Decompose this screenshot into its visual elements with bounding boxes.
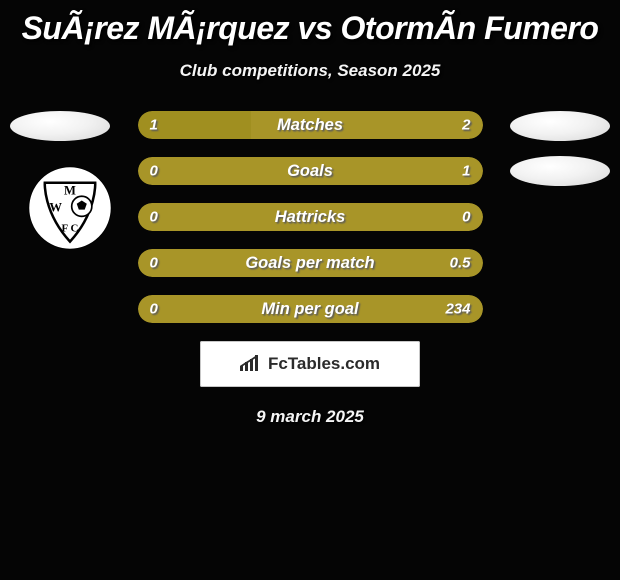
bar-chart-icon (240, 355, 262, 373)
brand-banner[interactable]: FcTables.com (200, 341, 420, 387)
badge-letter-top: M (64, 184, 76, 198)
stat-label: Min per goal (261, 300, 358, 319)
page-subtitle: Club competitions, Season 2025 (0, 61, 620, 81)
stat-value-left: 0 (150, 209, 158, 226)
stat-row: 1 Matches 2 (138, 111, 483, 139)
stat-label: Matches (277, 116, 343, 135)
badge-letters-bottom: F C (62, 223, 79, 235)
comparison-stage: M W F C 1 Matches 2 0 Goals 1 0 Hattricks 0 0 Goal… (0, 111, 620, 427)
shield-icon: M W F C (28, 166, 112, 250)
stat-row: 0 Goals per match 0.5 (138, 249, 483, 277)
stat-rows: 1 Matches 2 0 Goals 1 0 Hattricks 0 0 Goals per ma… (138, 111, 483, 323)
stat-label: Goals (287, 162, 333, 181)
stat-row: 0 Goals 1 (138, 157, 483, 185)
page-title: SuÃ¡rez MÃ¡rquez vs OtormÃ­n Fumero (0, 0, 620, 47)
player-left-placeholder (10, 111, 110, 141)
club-right-placeholder (510, 156, 610, 186)
footer-date: 9 march 2025 (0, 407, 620, 427)
stat-value-right: 1 (462, 163, 470, 180)
stat-row: 0 Hattricks 0 (138, 203, 483, 231)
stat-value-right: 0.5 (450, 255, 471, 272)
stat-value-left: 0 (150, 255, 158, 272)
stat-label: Goals per match (245, 254, 374, 273)
stat-value-left: 0 (150, 301, 158, 318)
stat-value-right: 2 (462, 117, 470, 134)
stat-value-left: 0 (150, 163, 158, 180)
badge-letter-left: W (49, 200, 62, 214)
stat-label: Hattricks (275, 208, 346, 227)
stat-row: 0 Min per goal 234 (138, 295, 483, 323)
brand-label: FcTables.com (268, 354, 380, 374)
club-left-badge: M W F C (28, 166, 112, 250)
badge-soccer-ball-icon (72, 196, 92, 216)
stat-value-left: 1 (150, 117, 158, 134)
stat-value-right: 0 (462, 209, 470, 226)
stat-value-right: 234 (445, 301, 470, 318)
player-right-placeholder (510, 111, 610, 141)
